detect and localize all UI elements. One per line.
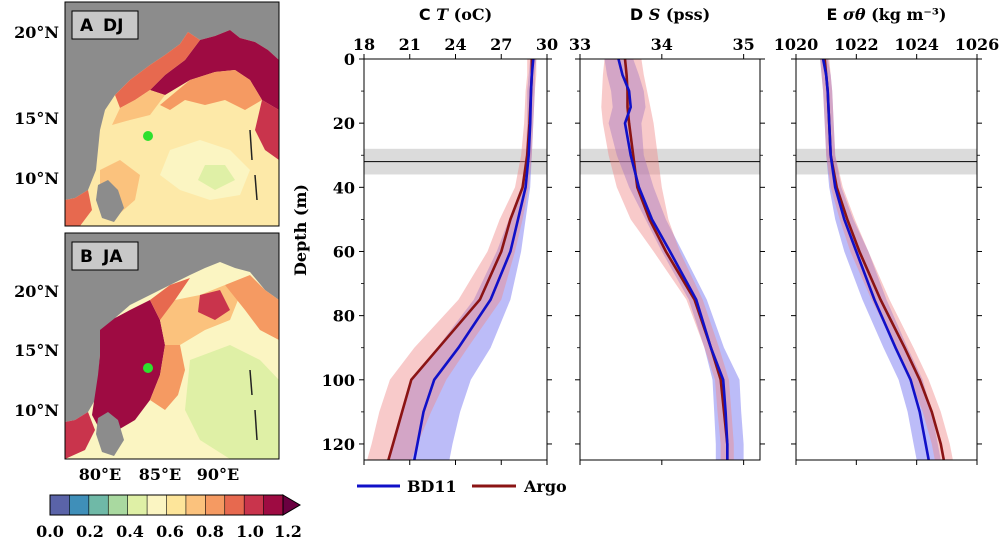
map-panel-a-label: A	[80, 16, 94, 36]
legend-label-argo: Argo	[523, 477, 567, 496]
colorbar-swatch	[50, 495, 70, 515]
map-a-lat-tick-15: 15°N	[14, 109, 59, 128]
map-a-lat-tick-10: 10°N	[14, 169, 59, 188]
panel-variable: S	[649, 5, 666, 24]
map-b-lat-tick-20: 20°N	[14, 282, 59, 301]
panel-units: (pss)	[666, 5, 710, 24]
map-panel-b-label: B	[80, 247, 93, 267]
colorbar-swatch	[244, 495, 265, 515]
profile-panel-e: 1020 1022 1024 1026 E σθ (kg m⁻³)	[774, 5, 999, 465]
x-tick-label: 35	[733, 35, 755, 54]
map-lon-tick-80: 80°E	[79, 465, 121, 484]
colorbar-swatch	[147, 495, 167, 515]
y-tick-label: 40	[333, 178, 355, 197]
station-marker-a	[143, 131, 153, 141]
map-panel-b-season: JA	[102, 247, 123, 267]
colorbar-swatch	[127, 495, 148, 515]
depth-axis-label: Depth (m)	[291, 184, 310, 276]
series-line-bd11	[617, 59, 729, 460]
map-a-lat-tick-20: 20°N	[14, 23, 59, 42]
series-line-bd11	[821, 59, 930, 460]
colorbar-extend-arrow	[282, 494, 301, 516]
colorbar-tick: 1.2	[274, 522, 302, 541]
x-tick-label: 33	[569, 35, 591, 54]
colorbar-swatch	[88, 495, 109, 515]
legend: BD11 Argo	[357, 477, 567, 496]
series-line-bd11	[413, 59, 535, 460]
map-b-lat-tick-10: 10°N	[14, 401, 59, 420]
colorbar-tick: 0.2	[76, 522, 104, 541]
x-tick-label: 34	[651, 35, 673, 54]
x-tick-label: 1022	[834, 35, 879, 54]
y-tick-label: 80	[333, 307, 355, 326]
y-tick-label: 120	[322, 435, 355, 454]
x-tick-label: 24	[444, 35, 466, 54]
colorbar-tick: 1.0	[236, 522, 264, 541]
x-tick-label: 30	[536, 35, 558, 54]
colorbar-swatch	[69, 495, 90, 515]
map-panel-a: A DJ 20°N 15°N 10°N	[14, 1, 280, 227]
series-line-argo	[823, 59, 946, 460]
panel-title-e: E σθ (kg m⁻³)	[827, 5, 947, 24]
envelope-argo	[820, 59, 953, 460]
x-tick-label: 1020	[774, 35, 819, 54]
colorbar-tick: 0.0	[36, 522, 64, 541]
x-tick-label: 1026	[955, 35, 999, 54]
panel-letter: C	[419, 5, 436, 24]
panel-title-d: D S (pss)	[630, 5, 710, 24]
colorbar-tick: 0.6	[156, 522, 184, 541]
colorbar-swatch	[108, 495, 129, 515]
panel-variable: T	[436, 5, 453, 24]
x-tick-label: 1024	[894, 35, 939, 54]
y-tick-label: 20	[333, 114, 355, 133]
colorbar-swatch	[224, 495, 245, 515]
colorbar-swatch	[185, 495, 206, 515]
map-lon-tick-85: 85°E	[139, 465, 181, 484]
colorbar-swatch	[263, 495, 284, 515]
y-tick-label: 100	[322, 371, 355, 390]
series-line-argo	[623, 59, 729, 460]
envelope-argo	[367, 59, 537, 460]
y-tick-label: 60	[333, 242, 355, 261]
profile-panels: 18 21 24 27 30 0 20 40 60 80 100 120 C T (oC) 33 34 35 D…	[322, 5, 999, 465]
x-tick-label: 27	[490, 35, 512, 54]
x-tick-label: 21	[399, 35, 421, 54]
colorbar-tick: 0.8	[196, 522, 224, 541]
plot-frame	[795, 58, 978, 461]
colorbar-swatch	[166, 495, 187, 515]
map-b-lat-tick-15: 15°N	[14, 341, 59, 360]
map-panel-a-season: DJ	[103, 16, 123, 36]
panel-title-c: C T (oC)	[419, 5, 492, 24]
panel-letter: D	[630, 5, 649, 24]
legend-label-bd11: BD11	[407, 477, 457, 496]
map-lon-tick-90: 90°E	[197, 465, 239, 484]
x-tick-label: 18	[353, 35, 375, 54]
panel-units: (oC)	[454, 5, 493, 24]
plot-frame	[579, 58, 761, 461]
panel-variable: σθ	[843, 5, 871, 24]
panel-letter: E	[827, 5, 844, 24]
station-marker-b	[143, 363, 153, 373]
map-panel-b: B JA 20°N 15°N 10°N 80°E 85°E 90°E	[14, 232, 280, 484]
profile-panel-c: 18 21 24 27 30 0 20 40 60 80 100 120 C T (oC)	[322, 5, 558, 465]
colorbar-tick: 0.4	[116, 522, 144, 541]
profile-panel-d: 33 34 35 D S (pss)	[569, 5, 765, 465]
colorbar: 0.0 0.2 0.4 0.6 0.8 1.0 1.2	[36, 494, 302, 541]
colorbar-swatch	[205, 495, 226, 515]
panel-units: (kg m⁻³)	[871, 5, 946, 24]
y-tick-label: 0	[344, 50, 355, 69]
